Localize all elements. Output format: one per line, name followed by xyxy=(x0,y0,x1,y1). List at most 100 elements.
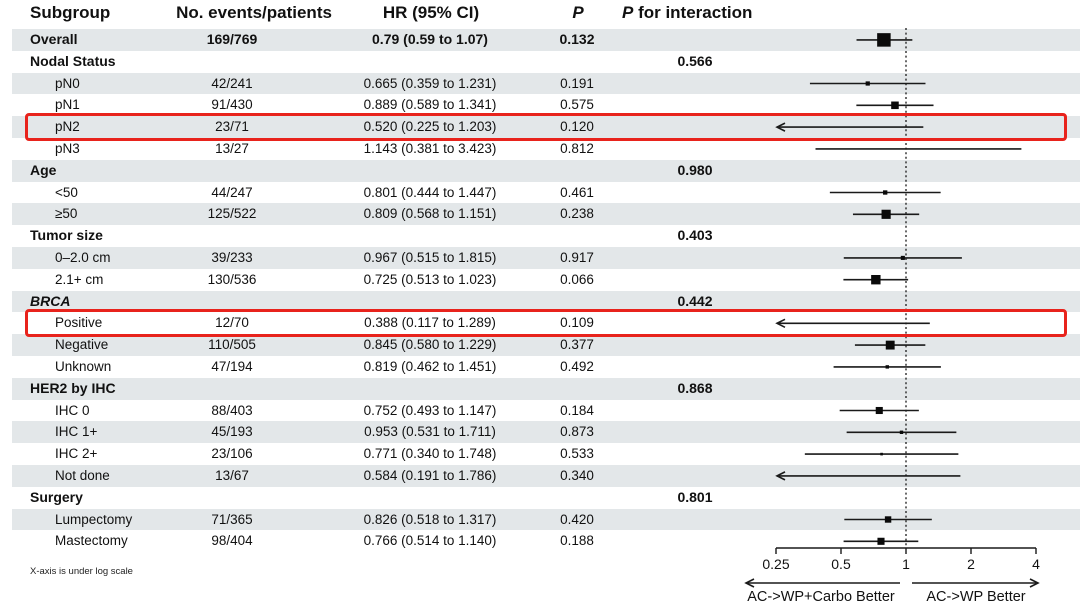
hr-ci-value: 0.766 (0.514 to 1.140) xyxy=(363,533,497,549)
hr-ci-value xyxy=(340,487,520,509)
header-hr-ci: HR (95% CI) xyxy=(382,3,480,22)
p-interaction-value xyxy=(615,269,775,291)
p-value: 0.109 xyxy=(560,315,594,331)
table-row: Nodal Status 0.566 xyxy=(12,51,1080,73)
x-tick-label: 1 xyxy=(902,556,910,572)
right-direction-label: AC->WP Better xyxy=(926,589,1025,605)
p-interaction-value xyxy=(615,73,775,95)
p-interaction-value: 0.868 xyxy=(677,379,713,396)
events-patients-value: 23/106 xyxy=(211,446,253,462)
table-rows: Overall 169/769 0.79 (0.59 to 1.07) 0.132 No… xyxy=(12,29,1080,552)
table-row: IHC 1+ 45/193 0.953 (0.531 to 1.711) 0.873 xyxy=(12,421,1080,444)
left-direction-label: AC->WP+Carbo Better xyxy=(747,589,895,605)
events-patients-value xyxy=(152,291,312,313)
p-value: 0.184 xyxy=(560,402,594,418)
hr-ci-value: 0.520 (0.225 to 1.203) xyxy=(363,119,497,135)
p-value xyxy=(537,225,617,247)
hr-ci-value: 0.752 (0.493 to 1.147) xyxy=(363,402,497,418)
table-row: pN3 13/27 1.143 (0.381 to 3.423) 0.812 xyxy=(12,138,1080,160)
p-interaction-value: 0.801 xyxy=(677,488,713,505)
events-patients-value xyxy=(152,160,312,182)
events-patients-value: 42/241 xyxy=(211,75,253,91)
p-value: 0.533 xyxy=(560,446,594,462)
hr-ci-value: 0.771 (0.340 to 1.748) xyxy=(363,446,497,462)
table-row: Lumpectomy 71/365 0.826 (0.518 to 1.317) 0.… xyxy=(12,508,1080,531)
events-patients-value: 44/247 xyxy=(211,184,253,200)
p-interaction-value xyxy=(615,94,775,116)
p-value xyxy=(537,51,617,73)
events-patients-value: 13/27 xyxy=(215,140,249,156)
subgroup-label: IHC 0 xyxy=(55,402,90,418)
p-value: 0.873 xyxy=(560,424,594,440)
subgroup-label: pN3 xyxy=(55,140,80,156)
table-header: Subgroup No. events/patients HR (95% CI)… xyxy=(0,0,1080,29)
hr-ci-value: 0.889 (0.589 to 1.341) xyxy=(363,97,497,113)
x-tick-label: 0.25 xyxy=(762,556,789,572)
table-row: Overall 169/769 0.79 (0.59 to 1.07) 0.132 xyxy=(12,29,1080,51)
hr-ci-value: 0.725 (0.513 to 1.023) xyxy=(363,271,497,287)
subgroup-label: pN0 xyxy=(55,75,80,91)
table-row: pN2 23/71 0.520 (0.225 to 1.203) 0.120 xyxy=(12,113,1080,141)
table-row: Unknown 47/194 0.819 (0.462 to 1.451) 0.492 xyxy=(12,356,1080,378)
p-value: 0.420 xyxy=(560,511,594,527)
p-value: 0.492 xyxy=(560,358,594,374)
hr-ci-value xyxy=(340,378,520,400)
hr-ci-value: 0.79 (0.59 to 1.07) xyxy=(372,31,488,47)
table-row: Not done 13/67 0.584 (0.191 to 1.786) 0.340 xyxy=(12,464,1080,487)
p-interaction-value xyxy=(615,421,775,443)
x-tick-label: 0.5 xyxy=(831,556,851,572)
header-events-patients: No. events/patients xyxy=(176,3,332,22)
events-patients-value: 98/404 xyxy=(211,533,253,549)
events-patients-value: 47/194 xyxy=(211,358,253,374)
p-interaction-value xyxy=(615,465,775,487)
hr-ci-value: 0.665 (0.359 to 1.231) xyxy=(363,75,497,91)
table-row: pN1 91/430 0.889 (0.589 to 1.341) 0.575 xyxy=(12,94,1080,116)
p-value xyxy=(537,160,617,182)
subgroup-label: Not done xyxy=(55,467,110,483)
p-interaction-value xyxy=(615,312,775,334)
subgroup-label: Surgery xyxy=(30,488,83,505)
hr-ci-value xyxy=(340,291,520,313)
p-interaction-value xyxy=(615,247,775,269)
p-value xyxy=(537,378,617,400)
subgroup-label: Negative xyxy=(55,337,109,353)
hr-ci-value: 0.967 (0.515 to 1.815) xyxy=(363,249,497,265)
subgroup-label: pN1 xyxy=(55,97,80,113)
p-interaction-value xyxy=(615,443,775,465)
p-value: 0.377 xyxy=(560,337,594,353)
table-row: IHC 0 88/403 0.752 (0.493 to 1.147) 0.184 xyxy=(12,400,1080,422)
p-interaction-value xyxy=(615,400,775,422)
hr-ci-value: 0.801 (0.444 to 1.447) xyxy=(363,184,497,200)
subgroup-label: Tumor size xyxy=(30,227,103,244)
subgroup-label: Positive xyxy=(55,315,103,331)
hr-ci-value: 0.388 (0.117 to 1.289) xyxy=(364,315,496,331)
hr-ci-value xyxy=(340,225,520,247)
hr-ci-value: 0.819 (0.462 to 1.451) xyxy=(363,358,497,374)
hr-ci-value: 0.809 (0.568 to 1.151) xyxy=(363,206,497,222)
events-patients-value xyxy=(152,487,312,509)
left-arrowhead-icon xyxy=(744,578,755,588)
log-scale-footnote: X-axis is under log scale xyxy=(30,566,133,577)
p-value: 0.120 xyxy=(560,119,594,135)
subgroup-label: HER2 by IHC xyxy=(30,379,116,396)
header-subgroup: Subgroup xyxy=(30,3,111,22)
right-arrowhead-icon xyxy=(1029,578,1040,588)
p-value: 0.461 xyxy=(560,184,594,200)
subgroup-label: pN2 xyxy=(55,119,80,135)
events-patients-value: 23/71 xyxy=(215,119,249,135)
events-patients-value: 130/536 xyxy=(207,271,257,287)
hr-ci-value: 0.584 (0.191 to 1.786) xyxy=(363,467,497,483)
p-value: 0.188 xyxy=(560,533,594,549)
hr-ci-value xyxy=(340,160,520,182)
p-interaction-value xyxy=(615,182,775,204)
subgroup-label: 2.1+ cm xyxy=(55,271,104,287)
subgroup-label: Age xyxy=(30,161,57,178)
subgroup-label: Mastectomy xyxy=(55,533,128,549)
subgroup-label: IHC 1+ xyxy=(55,424,98,440)
table-row: 0–2.0 cm 39/233 0.967 (0.515 to 1.815) 0.91… xyxy=(12,246,1080,269)
p-value: 0.238 xyxy=(560,206,594,222)
header-p-interaction: P for interaction xyxy=(622,0,752,29)
p-interaction-value xyxy=(615,116,775,138)
p-interaction-value: 0.980 xyxy=(677,161,713,178)
p-interaction-value: 0.442 xyxy=(677,292,713,309)
